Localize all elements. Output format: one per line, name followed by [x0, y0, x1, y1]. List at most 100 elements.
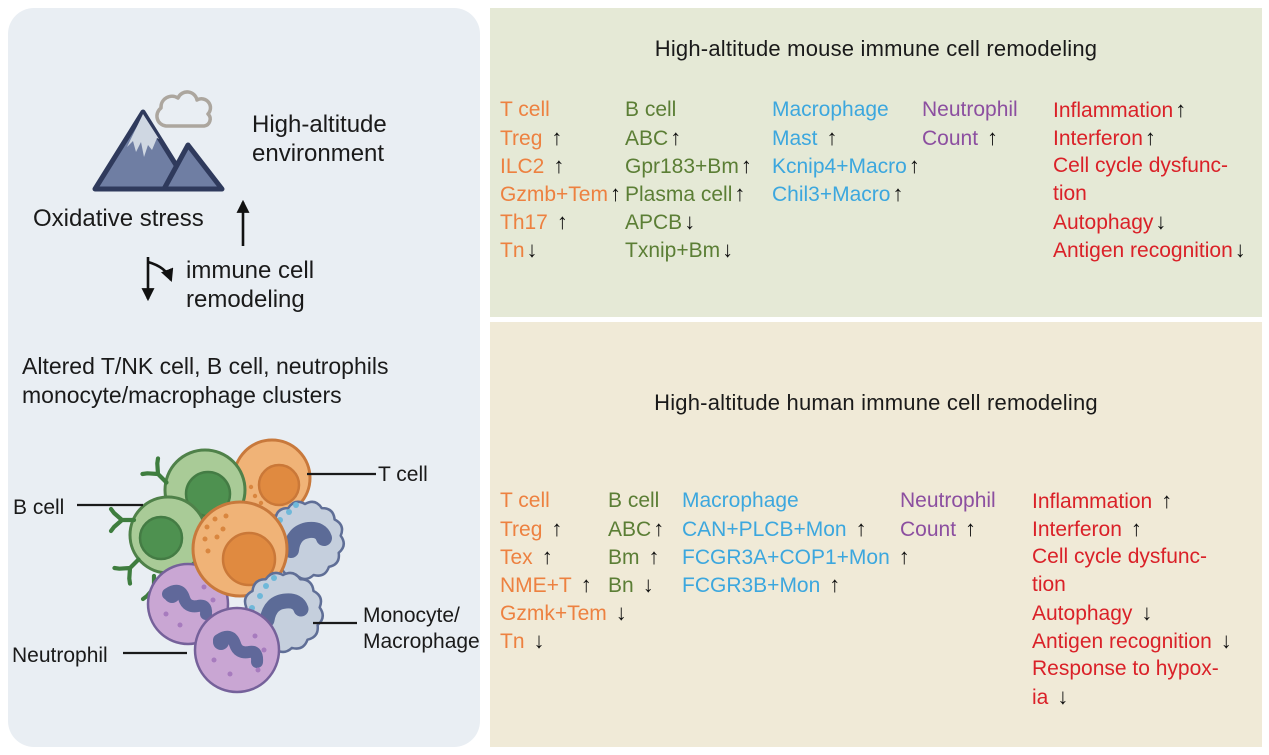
- item-label: Bn: [608, 574, 634, 597]
- list-item-pathways: Antigen recognition↓: [1053, 236, 1246, 264]
- down-trend-arrow: ↓: [684, 209, 696, 234]
- item-label: Tn: [500, 239, 525, 262]
- down-trend-arrow: ↓: [642, 572, 654, 597]
- human-macrophage-column: Macrophage CAN+PLCB+Mon ↑ FCGR3A+COP1+Mon ↑ F…: [682, 487, 910, 599]
- up-trend-arrow: ↑: [580, 572, 592, 597]
- list-item-macrophage: FCGR3B+Mon ↑: [682, 571, 910, 599]
- list-item-macrophage: Kcnip4+Macro↑: [772, 152, 920, 180]
- list-item-b-cell: Txnip+Bm↓: [625, 236, 752, 264]
- list-item-t-cell: T cell: [500, 487, 627, 515]
- up-trend-arrow: ↑: [829, 572, 841, 597]
- human-b-cell-column: B cell ABC ↑ Bm ↑ Bn ↓: [608, 487, 664, 599]
- list-item-macrophage: FCGR3A+COP1+Mon ↑: [682, 543, 910, 571]
- item-label: ABC: [625, 127, 669, 150]
- item-label: Tex: [500, 546, 533, 569]
- down-trend-arrow: ↓: [1234, 237, 1246, 262]
- cloud-icon: [155, 90, 213, 128]
- list-item-t-cell: Tn ↓: [500, 627, 627, 655]
- mouse-t-cell-column: T cell Treg ↑ ILC2 ↑ Gzmb+Tem↑ Th17 ↑ Tn↓: [500, 96, 621, 264]
- item-label: Autophagy: [1032, 602, 1133, 625]
- curved-branch-arrow-icon: [147, 260, 174, 283]
- item-label: Cell cycle dysfunc-: [1053, 154, 1229, 177]
- up-trend-arrow: ↑: [734, 181, 746, 206]
- list-item-neutrophil: Count ↑: [922, 124, 1018, 152]
- list-item-b-cell: B cell: [608, 487, 664, 515]
- human-panel-title: High-altitude human immune cell remodeli…: [654, 390, 1098, 415]
- list-item-t-cell: Treg ↑: [500, 124, 621, 152]
- mouse-b-cell-column: B cell ABC↑ Gpr183+Bm↑ Plasma cell↑ APCB↓ Txn…: [625, 96, 752, 264]
- list-item-t-cell: Gzmk+Tem ↓: [500, 599, 627, 627]
- mouse-macrophage-column: Macrophage Mast ↑ Kcnip4+Macro↑ Chil3+Macro↑: [772, 96, 920, 208]
- list-item-b-cell: B cell: [625, 96, 752, 124]
- list-item-pathways: Interferon ↑: [1032, 515, 1232, 543]
- up-trend-arrow: ↑: [670, 125, 682, 150]
- list-item-macrophage: Macrophage: [772, 96, 920, 124]
- list-item-pathways: tion: [1032, 571, 1232, 599]
- list-item-t-cell: NME+T ↑: [500, 571, 627, 599]
- environment-label-line1: High-altitude: [252, 111, 387, 138]
- list-item-t-cell: Gzmb+Tem↑: [500, 180, 621, 208]
- item-label: Interferon: [1053, 127, 1143, 150]
- down-trend-arrow: ↓: [722, 237, 734, 262]
- remodeling-label: immune cell remodeling: [186, 256, 314, 314]
- up-trend-arrow: ↑: [551, 125, 563, 150]
- remodeling-label-line2: remodeling: [186, 286, 305, 313]
- up-trend-arrow: ↑: [965, 516, 977, 541]
- list-item-macrophage: CAN+PLCB+Mon ↑: [682, 515, 910, 543]
- list-item-pathways: Autophagy↓: [1053, 208, 1246, 236]
- item-label: ia: [1032, 686, 1049, 709]
- up-trend-arrow: ↑: [1130, 516, 1142, 541]
- up-trend-arrow: ↑: [551, 516, 563, 541]
- list-item-b-cell: Bm ↑: [608, 543, 664, 571]
- human-t-cell-column: T cell Treg ↑ Tex ↑ NME+T ↑ Gzmk+Tem ↓ Tn ↓: [500, 487, 627, 655]
- up-trend-arrow: ↑: [898, 544, 910, 569]
- mouse-neutrophil-column: Neutrophil Count ↑: [922, 96, 1018, 152]
- item-label: Count: [922, 127, 979, 150]
- list-item-neutrophil: Neutrophil: [922, 96, 1018, 124]
- item-label: APCB: [625, 211, 683, 234]
- list-item-pathways: Antigen recognition↓: [1032, 627, 1232, 655]
- down-trend-arrow: ↓: [1155, 209, 1167, 234]
- up-trend-arrow: ↑: [609, 181, 621, 206]
- up-trend-arrow: ↑: [541, 544, 553, 569]
- list-item-t-cell: Th17 ↑: [500, 208, 621, 236]
- environment-label-line2: environment: [252, 140, 385, 167]
- list-item-macrophage: Mast ↑: [772, 124, 920, 152]
- up-trend-arrow: ↑: [892, 181, 904, 206]
- list-item-pathways: Response to hypox-: [1032, 655, 1232, 683]
- left-panel: High-altitude environment Oxidative stre…: [8, 8, 480, 747]
- item-label: NME+T: [500, 574, 572, 597]
- up-trend-arrow: ↑: [1175, 97, 1187, 122]
- item-label: tion: [1032, 573, 1066, 596]
- down-trend-arrow: ↓: [1057, 684, 1069, 709]
- list-item-pathways: Cell cycle dysfunc-: [1053, 152, 1246, 180]
- item-label: FCGR3B+Mon: [682, 574, 821, 597]
- item-label: Gpr183+Bm: [625, 155, 739, 178]
- list-item-b-cell: Plasma cell↑: [625, 180, 752, 208]
- item-label: ABC: [608, 518, 652, 541]
- item-label: Autophagy: [1053, 211, 1154, 234]
- list-item-b-cell: APCB↓: [625, 208, 752, 236]
- item-label: T cell: [500, 489, 550, 512]
- up-trend-arrow: ↑: [855, 516, 867, 541]
- item-label: Neutrophil: [922, 98, 1018, 121]
- up-trend-arrow: ↑: [648, 544, 660, 569]
- b-cell-label: B cell: [13, 496, 65, 519]
- t-cell-big: [191, 500, 289, 598]
- item-label: T cell: [500, 98, 550, 121]
- item-label: Th17: [500, 211, 548, 234]
- list-item-pathways: Cell cycle dysfunc-: [1032, 543, 1232, 571]
- item-label: Cell cycle dysfunc-: [1032, 545, 1208, 568]
- item-label: Gzmk+Tem: [500, 602, 607, 625]
- down-trend-arrow: ↓: [533, 628, 545, 653]
- item-label: Treg: [500, 518, 543, 541]
- item-label: Inflammation: [1053, 99, 1174, 122]
- list-item-t-cell: T cell: [500, 96, 621, 124]
- item-label: Antigen recognition: [1053, 239, 1233, 262]
- item-label: Mast: [772, 127, 818, 150]
- item-label: Kcnip4+Macro: [772, 155, 907, 178]
- altered-clusters-line2: monocyte/macrophage clusters: [22, 382, 342, 408]
- neutrophil-bottom: [193, 606, 281, 694]
- cell-cluster-illustration: [111, 438, 345, 694]
